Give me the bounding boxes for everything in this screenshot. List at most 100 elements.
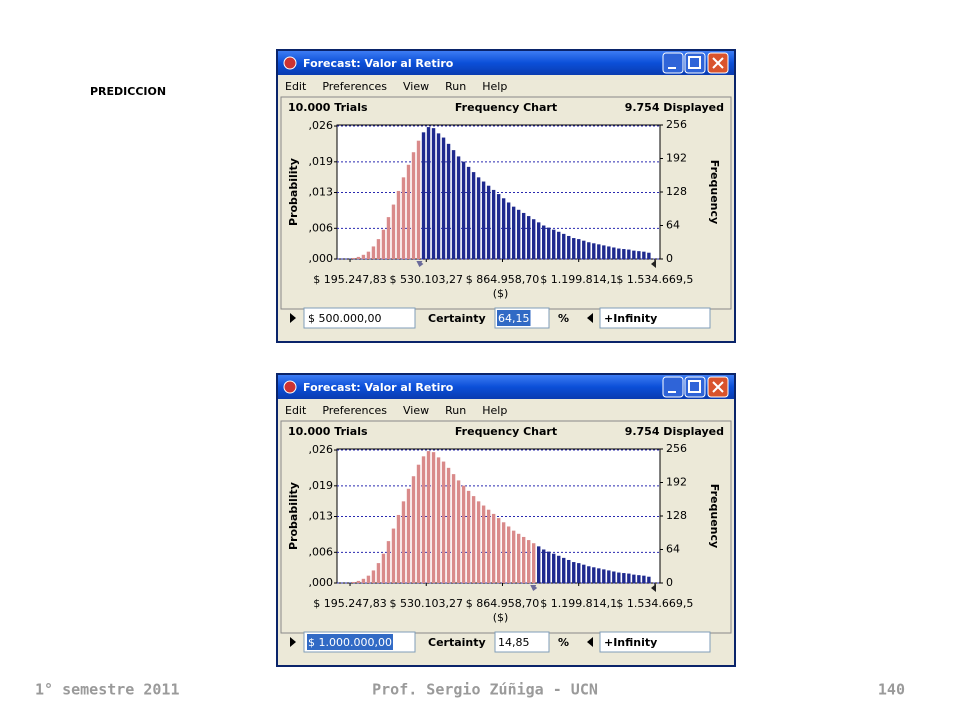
bar <box>547 227 551 259</box>
bar <box>401 177 406 259</box>
y2-tick-label: 64 <box>666 219 680 232</box>
bar <box>642 251 646 259</box>
lower-arrow[interactable] <box>290 637 296 647</box>
bar <box>426 451 431 583</box>
bar <box>531 543 536 583</box>
bar <box>567 559 571 583</box>
bar <box>366 251 371 259</box>
upper-input[interactable] <box>599 631 711 653</box>
bar <box>542 549 546 583</box>
upper-arrow[interactable] <box>587 313 593 323</box>
upper-input[interactable] <box>599 307 711 329</box>
y2-tick-label: 256 <box>666 442 687 455</box>
menu-item[interactable]: Help <box>482 80 507 93</box>
bar <box>446 143 451 259</box>
certainty-input[interactable] <box>494 631 550 653</box>
x-tick-label: $ 530.103,27 <box>390 597 463 610</box>
lower-arrow[interactable] <box>290 313 296 323</box>
bar <box>456 480 461 583</box>
bar <box>602 245 606 259</box>
close-icon <box>712 381 724 393</box>
x-axis-label: ($) <box>493 611 509 624</box>
lower-grabber[interactable] <box>530 585 538 591</box>
bar <box>547 551 551 583</box>
bar <box>451 150 456 259</box>
y-tick-label: ,000 <box>309 252 334 265</box>
bar <box>637 575 641 583</box>
bar <box>476 501 481 583</box>
bar <box>431 452 436 583</box>
window-title: Forecast: Valor al Retiro <box>303 381 454 394</box>
bar <box>582 564 586 583</box>
x-axis-label: ($) <box>493 287 509 300</box>
upper-value: +Infinity <box>604 312 657 325</box>
bar <box>436 457 441 583</box>
bar <box>356 580 361 583</box>
bar <box>361 254 366 259</box>
upper-grabber[interactable] <box>651 260 656 268</box>
bar <box>552 229 556 259</box>
y2-tick-label: 128 <box>666 185 687 198</box>
y-tick-label: ,026 <box>309 119 334 132</box>
lower-input[interactable] <box>303 307 416 329</box>
menu-item[interactable]: View <box>403 80 429 93</box>
y-tick-label: ,019 <box>309 479 334 492</box>
bar <box>557 555 561 583</box>
y2-axis-label: Frequency <box>708 160 721 224</box>
menu-item[interactable]: Run <box>445 80 466 93</box>
bar <box>411 152 416 259</box>
bar <box>491 189 496 259</box>
view-name: Frequency Chart <box>455 101 557 114</box>
bar <box>592 567 596 583</box>
menu-item[interactable]: Preferences <box>322 404 387 417</box>
bar <box>501 522 506 583</box>
menu-item[interactable]: View <box>403 404 429 417</box>
bar <box>456 156 461 259</box>
bar <box>381 229 386 259</box>
bar <box>511 206 516 259</box>
y2-axis-label: Frequency <box>708 484 721 548</box>
bar <box>516 533 521 583</box>
menu-item[interactable]: Help <box>482 404 507 417</box>
bar <box>562 557 566 583</box>
bar <box>491 513 496 583</box>
x-tick-label: $ 195.247,83 <box>313 273 386 286</box>
bar <box>441 137 446 259</box>
selection <box>307 634 393 650</box>
footer-left: 1° semestre 2011 <box>35 681 180 699</box>
percent: % <box>558 636 569 649</box>
y-tick-label: ,019 <box>309 155 334 168</box>
upper-grabber[interactable] <box>651 584 656 592</box>
bar <box>471 496 476 583</box>
window-icon <box>283 380 297 394</box>
bar <box>421 456 426 583</box>
certainty-label: Certainty <box>428 636 486 649</box>
bar <box>577 239 581 259</box>
menu-item[interactable]: Preferences <box>322 80 387 93</box>
bar <box>361 578 366 583</box>
bar <box>552 553 556 583</box>
x-tick-label: $ 195.247,83 <box>313 597 386 610</box>
bar <box>406 488 411 583</box>
menu-item[interactable]: Run <box>445 404 466 417</box>
y-tick-label: ,006 <box>309 221 334 234</box>
bar <box>521 536 526 583</box>
bar <box>391 204 396 259</box>
displayed: 9.754 Displayed <box>625 101 724 114</box>
menu-item[interactable]: Edit <box>285 404 307 417</box>
upper-arrow[interactable] <box>587 637 593 647</box>
minimize-button[interactable] <box>662 52 684 74</box>
minimize-button[interactable] <box>662 376 684 398</box>
bar <box>466 166 471 259</box>
bar <box>396 190 401 259</box>
lower-grabber[interactable] <box>416 261 424 267</box>
bar <box>506 526 511 583</box>
menu-item[interactable]: Edit <box>285 80 307 93</box>
footer-right: 140 <box>878 681 905 699</box>
bar <box>496 194 501 259</box>
bar <box>396 514 401 583</box>
bar <box>597 244 601 259</box>
bar <box>632 250 636 259</box>
bar <box>386 541 391 583</box>
lower-value: $ 500.000,00 <box>308 312 381 325</box>
